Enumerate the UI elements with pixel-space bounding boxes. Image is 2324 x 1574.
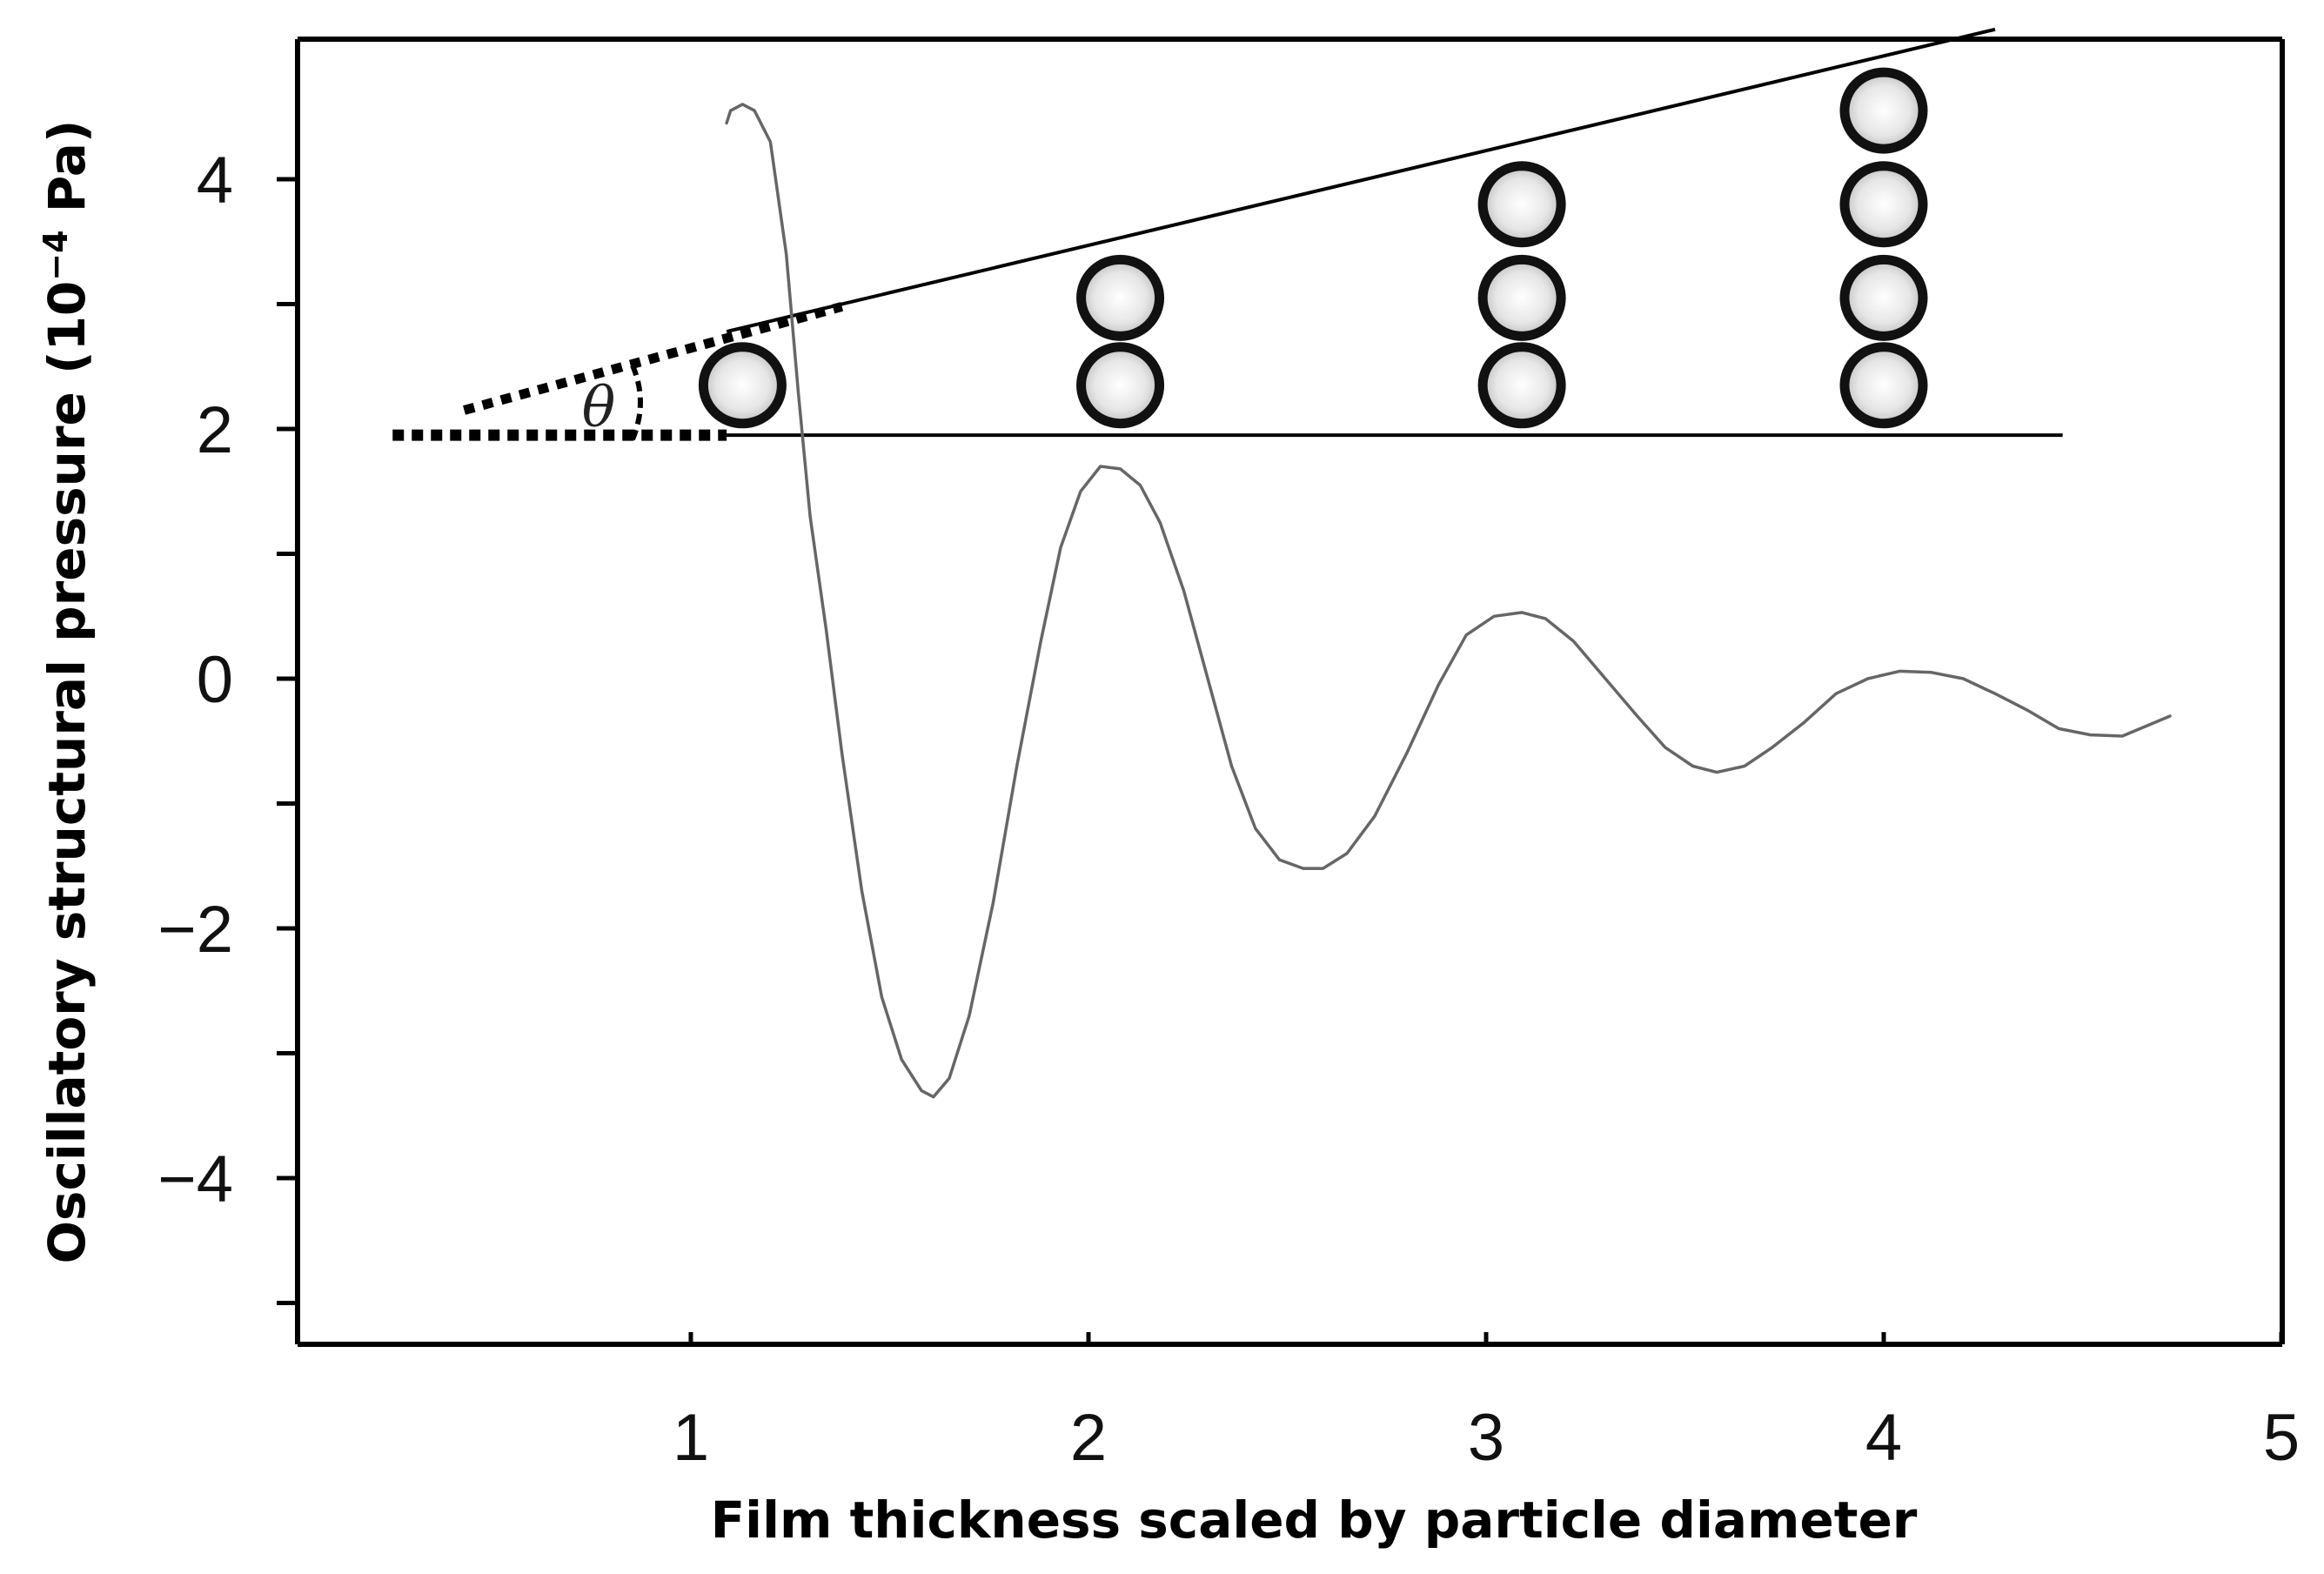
y-tick-label: 0 [197, 643, 233, 717]
y-tick-label: −2 [157, 893, 233, 967]
x-tick-label: 3 [1468, 1401, 1504, 1475]
x-tick-label: 2 [1070, 1401, 1107, 1475]
series-layer [725, 103, 2172, 1099]
particle [1477, 342, 1566, 429]
x-tick-label: 1 [673, 1401, 709, 1475]
y-axis-title-main: Oscillatory structural pressure (10 [37, 281, 97, 1264]
y-axis-title-unit: Pa) [37, 120, 97, 231]
y-tick-label: 4 [197, 144, 233, 218]
x-tick-label: 4 [1865, 1401, 1902, 1475]
particle [1076, 254, 1165, 341]
annotation-layer: θ [392, 27, 2063, 441]
particle [1839, 342, 1928, 429]
theta-label: θ [582, 376, 616, 440]
angle-arc [630, 364, 643, 441]
x-axis-title: Film thickness scaled by particle diamet… [711, 1490, 1918, 1550]
y-ticks: 4 2 0 −2 −4 [157, 144, 298, 1305]
particle [1477, 161, 1566, 248]
x-tick-label: 5 [2263, 1401, 2300, 1475]
particle [1477, 254, 1566, 341]
y-tick-label: 2 [197, 393, 233, 467]
y-tick-label: −4 [157, 1142, 233, 1216]
particle [1076, 342, 1165, 429]
y-axis-title-exponent: −4 [37, 230, 75, 280]
pressure-curve [725, 103, 2172, 1099]
particle [698, 342, 787, 429]
axes-frame [295, 37, 2285, 1347]
particle [1839, 161, 1928, 248]
particle [1839, 67, 1928, 154]
incline-line [726, 27, 1996, 334]
particle [1839, 254, 1928, 341]
dotted-incline [463, 302, 844, 415]
y-axis-title: Oscillatory structural pressure (10−4 Pa… [37, 120, 97, 1264]
x-ticks: 1 2 3 4 5 [673, 1332, 2300, 1475]
